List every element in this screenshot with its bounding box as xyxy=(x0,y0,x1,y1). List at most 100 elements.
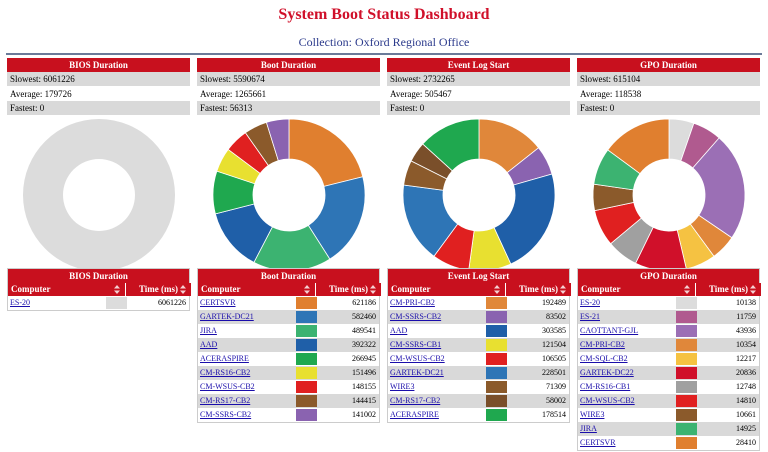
computer-link[interactable]: ES-21 xyxy=(580,312,600,321)
table-row: CERTSVR 28410 xyxy=(578,436,759,450)
column-header: Computer xyxy=(388,283,506,296)
time-cell: 12748 xyxy=(736,382,756,391)
time-cell: 71309 xyxy=(546,382,566,391)
time-cell: 489541 xyxy=(352,326,376,335)
table-title: BIOS Duration xyxy=(8,269,189,283)
stat-row: Average: 179726 xyxy=(10,88,72,99)
donut-slice xyxy=(691,137,745,239)
color-swatch xyxy=(676,381,697,393)
sort-icon[interactable] xyxy=(114,285,120,294)
color-swatch xyxy=(486,353,507,365)
color-swatch xyxy=(676,325,697,337)
table-row: AAD 303585 xyxy=(388,324,569,338)
computer-link[interactable]: CM-RS16-CB1 xyxy=(580,382,631,391)
page-title: System Boot Status Dashboard xyxy=(278,6,490,23)
donut-slice xyxy=(421,118,479,172)
color-swatch xyxy=(676,395,697,407)
column-header-row: Computer Time (ms) xyxy=(198,283,381,296)
column-header-row: Computer Time (ms) xyxy=(388,283,571,296)
time-cell: 192489 xyxy=(542,298,566,307)
computer-link[interactable]: CM-WSUS-CB2 xyxy=(580,396,635,405)
computer-cell: CM-PRI-CB2 xyxy=(390,296,435,310)
computer-link[interactable]: GARTEK-DC21 xyxy=(200,312,254,321)
computer-link[interactable]: ACERASPIRE xyxy=(200,354,249,363)
color-swatch xyxy=(676,297,697,309)
color-swatch xyxy=(676,353,697,365)
table-row: CERTSVR 621186 xyxy=(198,296,379,310)
time-cell: 43936 xyxy=(736,326,756,335)
computer-link[interactable]: CM-RS16-CB2 xyxy=(200,368,251,377)
color-swatch xyxy=(486,395,507,407)
computer-link[interactable]: GARTEK-DC21 xyxy=(390,368,444,377)
sort-icon[interactable] xyxy=(180,285,186,294)
computer-link[interactable]: ES-20 xyxy=(580,298,600,307)
table-row: AAD 392322 xyxy=(198,338,379,352)
sort-icon[interactable] xyxy=(304,285,310,294)
stat-row: Fastest: 56313 xyxy=(197,101,380,115)
computer-link[interactable]: AAD xyxy=(200,340,218,349)
table-row: ACERASPIRE 266945 xyxy=(198,352,379,366)
time-cell: 303585 xyxy=(542,326,566,335)
computer-cell: GARTEK-DC21 xyxy=(200,310,254,324)
color-swatch xyxy=(296,325,317,337)
computer-link[interactable]: CERTSVR xyxy=(580,438,616,447)
computer-cell: WIRE3 xyxy=(390,380,414,394)
color-swatch xyxy=(296,367,317,379)
color-swatch xyxy=(296,353,317,365)
computer-link[interactable]: CM-PRI-CB2 xyxy=(390,298,435,307)
color-swatch xyxy=(676,409,697,421)
computer-link[interactable]: CM-SSRS-CB1 xyxy=(390,340,442,349)
computer-link[interactable]: CM-WSUS-CB2 xyxy=(390,354,445,363)
computer-link[interactable]: CM-PRI-CB2 xyxy=(580,340,625,349)
column-header: Time (ms) xyxy=(126,283,191,296)
table-row: GARTEK-DC21 582460 xyxy=(198,310,379,324)
stat-row: Average: 1265661 xyxy=(200,88,267,99)
donut-chart xyxy=(592,118,745,272)
table-row: JIRA 489541 xyxy=(198,324,379,338)
computer-link[interactable]: CERTSVR xyxy=(200,298,236,307)
computer-link[interactable]: CM-RS17-CB2 xyxy=(390,396,441,405)
table-row: ES-20 10138 xyxy=(578,296,759,310)
sort-icon[interactable] xyxy=(750,285,756,294)
computer-link[interactable]: CM-SSRS-CB2 xyxy=(200,410,252,419)
donut-slice xyxy=(22,119,175,271)
computer-link[interactable]: JIRA xyxy=(580,424,597,433)
computer-cell: AAD xyxy=(390,324,407,338)
computer-link[interactable]: WIRE3 xyxy=(390,382,415,391)
computer-link[interactable]: ES-20 xyxy=(10,298,30,307)
column-header: Time (ms) xyxy=(696,283,761,296)
time-cell: 10661 xyxy=(736,410,756,419)
color-swatch xyxy=(296,381,317,393)
computer-link[interactable]: CM-SSRS-CB2 xyxy=(390,312,442,321)
computer-link[interactable]: ACERASPIRE xyxy=(390,410,439,419)
computer-link[interactable]: GARTEK-DC22 xyxy=(580,368,634,377)
color-swatch xyxy=(486,339,507,351)
computer-link[interactable]: CAOTTANT-GJL xyxy=(580,326,639,335)
computer-cell: CM-SSRS-CB1 xyxy=(390,338,441,352)
table-row: CM-WSUS-CB2 106505 xyxy=(388,352,569,366)
sort-icon[interactable] xyxy=(370,285,376,294)
computer-link[interactable]: WIRE3 xyxy=(580,410,605,419)
time-cell: 10138 xyxy=(736,298,756,307)
computer-link[interactable]: CM-SQL-CB2 xyxy=(580,354,628,363)
table-row: CM-SSRS-CB2 141002 xyxy=(198,408,379,422)
computer-link[interactable]: CM-WSUS-CB2 xyxy=(200,382,255,391)
time-cell: 178514 xyxy=(542,410,566,419)
table-row: CM-RS16-CB1 12748 xyxy=(578,380,759,394)
computer-link[interactable]: AAD xyxy=(390,326,408,335)
time-cell: 10354 xyxy=(736,340,756,349)
page-subtitle: Collection: Oxford Regional Office xyxy=(298,35,470,49)
computer-link[interactable]: JIRA xyxy=(200,326,217,335)
sort-icon[interactable] xyxy=(560,285,566,294)
sort-icon[interactable] xyxy=(684,285,690,294)
time-cell: 14925 xyxy=(736,424,756,433)
stat-row: Slowest: 6061226 xyxy=(7,72,190,86)
time-cell: 106505 xyxy=(542,354,566,363)
table-row: CM-SSRS-CB1 121504 xyxy=(388,338,569,352)
computer-link[interactable]: CM-RS17-CB2 xyxy=(200,396,251,405)
time-cell: 141002 xyxy=(352,410,376,419)
table-row: CM-PRI-CB2 192489 xyxy=(388,296,569,310)
sort-icon[interactable] xyxy=(494,285,500,294)
computer-cell: WIRE3 xyxy=(580,408,604,422)
table-row: GARTEK-DC22 20836 xyxy=(578,366,759,380)
